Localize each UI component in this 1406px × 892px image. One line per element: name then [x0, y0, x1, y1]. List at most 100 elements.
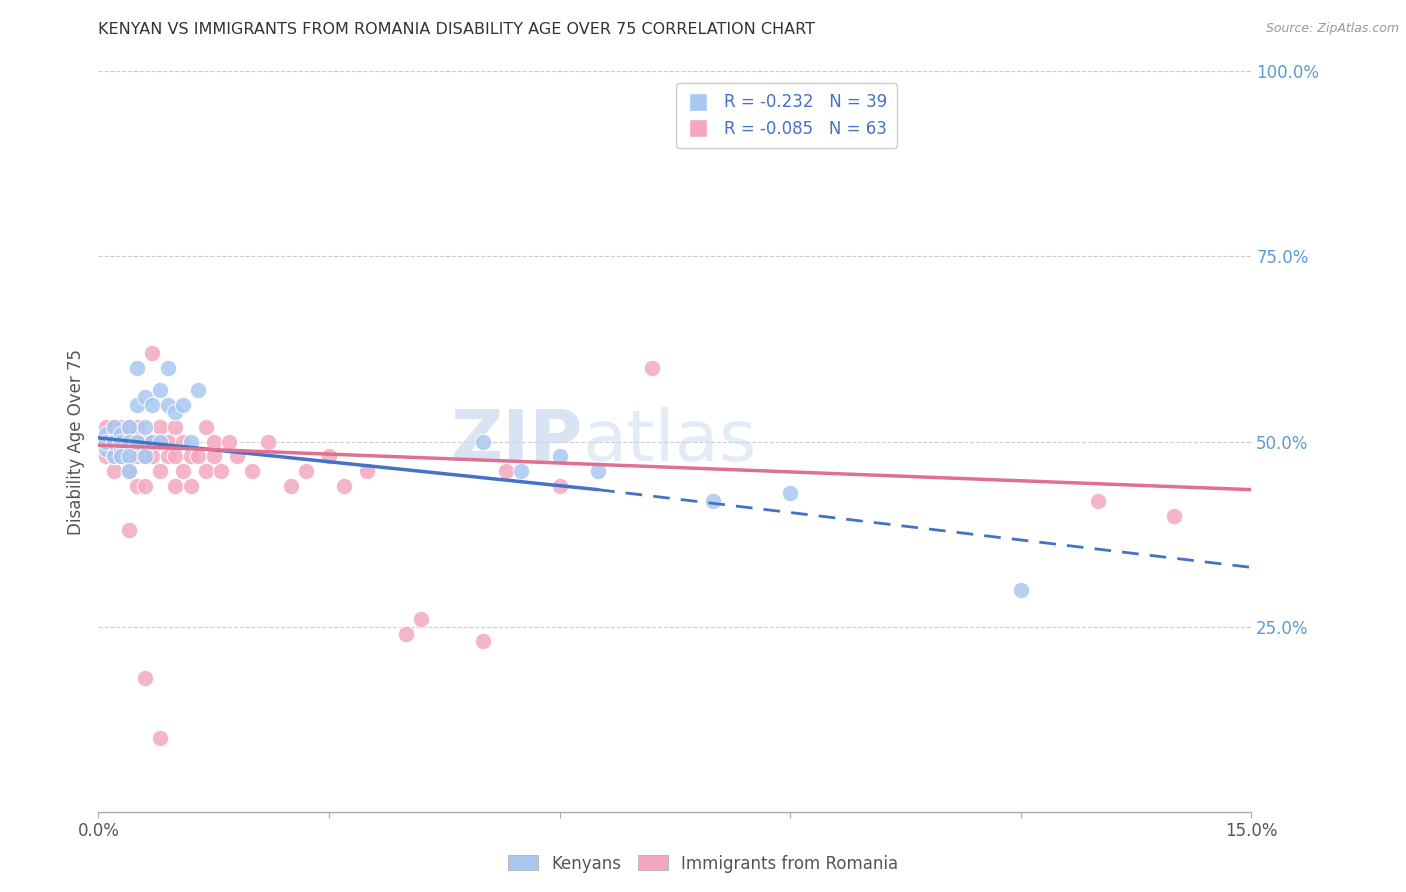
- Point: [187, 383, 209, 397]
- Point: [165, 450, 187, 464]
- Point: [172, 464, 194, 478]
- Point: [510, 464, 533, 478]
- Point: [156, 450, 179, 464]
- Point: [94, 434, 117, 449]
- Point: [94, 434, 117, 449]
- Point: [149, 434, 172, 449]
- Point: [149, 464, 172, 478]
- Point: [471, 634, 494, 648]
- Point: [125, 434, 148, 449]
- Text: Source: ZipAtlas.com: Source: ZipAtlas.com: [1265, 22, 1399, 36]
- Point: [172, 397, 194, 411]
- Point: [110, 450, 132, 464]
- Point: [280, 479, 302, 493]
- Point: [141, 434, 163, 449]
- Point: [149, 419, 172, 434]
- Point: [240, 464, 263, 478]
- Point: [134, 450, 156, 464]
- Point: [118, 524, 141, 538]
- Point: [187, 450, 209, 464]
- Point: [110, 434, 132, 449]
- Point: [495, 464, 517, 478]
- Point: [103, 419, 125, 434]
- Point: [134, 419, 156, 434]
- Point: [110, 434, 132, 449]
- Point: [411, 612, 433, 626]
- Y-axis label: Disability Age Over 75: Disability Age Over 75: [66, 349, 84, 534]
- Point: [103, 434, 125, 449]
- Point: [103, 450, 125, 464]
- Point: [110, 419, 132, 434]
- Point: [165, 419, 187, 434]
- Point: [356, 464, 378, 478]
- Point: [141, 434, 163, 449]
- Point: [779, 486, 801, 500]
- Point: [125, 419, 148, 434]
- Point: [548, 479, 571, 493]
- Legend: R = -0.232   N = 39, R = -0.085   N = 63: R = -0.232 N = 39, R = -0.085 N = 63: [675, 83, 897, 148]
- Point: [103, 434, 125, 449]
- Point: [125, 479, 148, 493]
- Point: [180, 479, 202, 493]
- Point: [94, 419, 117, 434]
- Point: [141, 397, 163, 411]
- Point: [134, 450, 156, 464]
- Point: [141, 450, 163, 464]
- Point: [149, 383, 172, 397]
- Point: [118, 450, 141, 464]
- Point: [118, 464, 141, 478]
- Point: [103, 434, 125, 449]
- Point: [165, 479, 187, 493]
- Text: ZIP: ZIP: [450, 407, 582, 476]
- Point: [110, 427, 132, 442]
- Point: [125, 450, 148, 464]
- Point: [118, 434, 141, 449]
- Point: [295, 464, 318, 478]
- Point: [134, 479, 156, 493]
- Point: [180, 434, 202, 449]
- Point: [125, 434, 148, 449]
- Point: [471, 434, 494, 449]
- Point: [256, 434, 278, 449]
- Point: [156, 434, 179, 449]
- Point: [395, 627, 418, 641]
- Text: atlas: atlas: [582, 407, 756, 476]
- Point: [318, 450, 340, 464]
- Point: [141, 345, 163, 359]
- Point: [125, 360, 148, 375]
- Point: [202, 450, 225, 464]
- Point: [118, 434, 141, 449]
- Point: [103, 464, 125, 478]
- Point: [110, 450, 132, 464]
- Point: [149, 731, 172, 745]
- Point: [125, 397, 148, 411]
- Point: [702, 493, 724, 508]
- Point: [1163, 508, 1185, 523]
- Point: [641, 360, 664, 375]
- Point: [165, 405, 187, 419]
- Point: [1087, 493, 1109, 508]
- Point: [94, 442, 117, 456]
- Point: [172, 434, 194, 449]
- Point: [548, 450, 571, 464]
- Point: [156, 360, 179, 375]
- Point: [118, 464, 141, 478]
- Point: [586, 464, 609, 478]
- Point: [134, 672, 156, 686]
- Point: [94, 450, 117, 464]
- Point: [110, 442, 132, 456]
- Point: [134, 434, 156, 449]
- Point: [118, 419, 141, 434]
- Point: [118, 419, 141, 434]
- Point: [118, 450, 141, 464]
- Point: [110, 434, 132, 449]
- Legend: Kenyans, Immigrants from Romania: Kenyans, Immigrants from Romania: [501, 848, 905, 880]
- Point: [202, 434, 225, 449]
- Point: [103, 419, 125, 434]
- Point: [180, 450, 202, 464]
- Point: [209, 464, 232, 478]
- Point: [134, 390, 156, 404]
- Point: [110, 434, 132, 449]
- Point: [156, 397, 179, 411]
- Point: [195, 464, 218, 478]
